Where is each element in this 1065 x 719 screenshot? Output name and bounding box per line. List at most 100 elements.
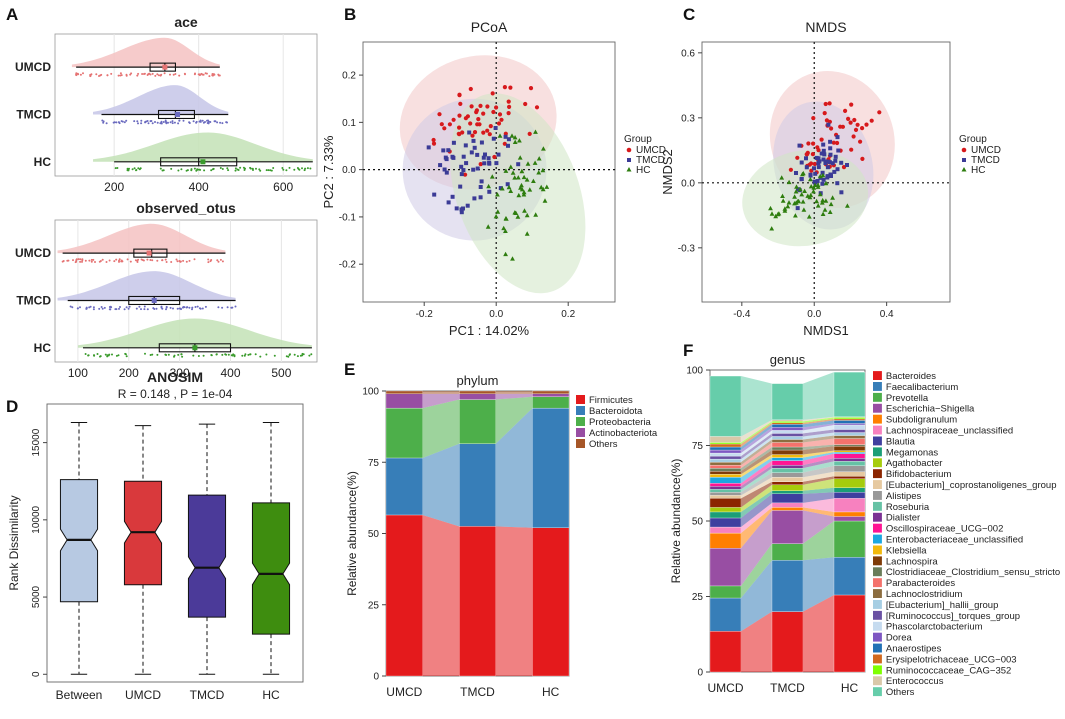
data-point [216,259,219,262]
flow-[Ruminococcus]_torques_group [803,429,834,437]
legend-label-Subdoligranulum: Subdoligranulum [886,415,957,426]
point-HC [524,231,530,236]
point-HC [508,164,514,169]
bar-Lachnospira-UMCD [709,471,742,475]
flow-Enterococcus [803,416,834,422]
point-HC [802,188,807,193]
point-HC [538,184,544,190]
data-point [167,353,170,356]
data-point [143,305,146,308]
data-point [117,354,120,357]
point-HC [828,201,834,207]
point-TMCD [812,166,816,171]
point-UMCD [463,172,468,177]
data-point [201,119,204,122]
flow-Lachnoclostridium [803,435,834,443]
data-point [188,122,191,124]
data-point [193,73,196,76]
point-TMCD [461,154,466,159]
legend-marker-UMCD [626,147,632,153]
data-point [201,307,204,310]
data-point [221,168,224,170]
point-TMCD [836,148,841,153]
bar-Dorea-HC [833,423,866,426]
data-point [123,308,126,311]
data-point [177,353,180,356]
x-tick-label-Between: Between [56,688,103,702]
scatter-PCoA: -0.2 0.0 0.2 -0.2 -0.1 0.0 0.1 0.2 PCoA PC1 : 14.… [321,19,666,338]
data-point [136,259,139,262]
point-TMCD [804,156,808,161]
point-HC [521,192,527,197]
point-UMCD [812,161,817,167]
legend-label-Lachnoclostridium: Lachnoclostridium [886,589,963,600]
bar-Others-UMCD [385,390,423,394]
flow-Lachnospiraceae_unclassified [803,498,834,512]
data-point [120,120,123,123]
point-HC [510,256,515,261]
legend-swatch-Lachnospira [873,556,882,566]
point-TMCD [463,143,468,148]
flow-Anaerostipes [741,424,772,451]
flow-Ruminococcaceae_CAG−352 [741,421,772,444]
data-point [194,306,197,308]
data-point [161,259,164,262]
data-point [79,73,82,76]
point-UMCD [788,167,794,172]
data-point [108,308,111,311]
legend-swatch-Oscillospiraceae_UCG−002 [873,523,882,533]
data-point [169,73,171,76]
point-UMCD [491,109,496,115]
point-TMCD [835,181,840,186]
legend-marker-TMCD [627,158,631,162]
flow-Proteobacteria [495,396,533,444]
data-point [104,353,107,356]
x-tick-label: 0.0 [489,309,503,320]
data-point [288,354,291,356]
y-tick-label: 10000 [31,505,42,533]
bar-Agathobacter-UMCD [709,507,742,513]
bar-Alistipes-HC [833,465,866,472]
raincloud-ace: 200 400 600 ace UMCD TMCD HC [15,14,318,194]
y-tick-label: -0.3 [678,243,696,254]
point-HC [820,211,826,216]
point-TMCD [794,171,798,175]
data-point [169,121,172,124]
data-point [160,73,163,76]
panel-title: observed_otus [136,200,236,216]
point-HC [516,192,522,198]
flow-Roseburia [741,468,772,493]
point-TMCD [820,170,825,175]
y-tick-label: 0 [373,672,379,683]
data-point [126,258,129,261]
data-point [136,120,139,123]
data-point [129,260,132,263]
point-HC [782,206,788,211]
box-TMCD [187,494,227,618]
legend-swatch-Klebsiella [873,545,882,555]
bar-Enterobacteriaceae_unclassified-HC [833,451,866,454]
point-HC [541,146,546,151]
point-HC [793,189,799,194]
point-TMCD [479,140,484,145]
point-TMCD [467,130,472,135]
data-point [216,121,219,124]
data-point [270,169,273,172]
x-tick-label-HC: HC [841,681,859,695]
point-UMCD [811,116,816,121]
point-HC [497,133,503,138]
y-axis-label: Relative abundance(%) [669,459,683,584]
point-TMCD [426,145,431,150]
bar-Dorea-UMCD [709,449,742,454]
data-point [199,73,201,76]
data-point [150,120,153,122]
data-point [72,259,74,262]
flow-Klebsiella [803,450,834,458]
y-tick-label: 50 [368,529,380,540]
bar-Escherichia−Shigella-HC [833,516,866,522]
data-point [112,121,115,124]
point-HC [817,173,823,179]
flow-[Ruminococcus]_torques_group [741,433,772,460]
bar-Roseburia-UMCD [709,489,742,493]
legend-label-[Eubacterium]_hallii_group: [Eubacterium]_hallii_group [886,600,998,611]
